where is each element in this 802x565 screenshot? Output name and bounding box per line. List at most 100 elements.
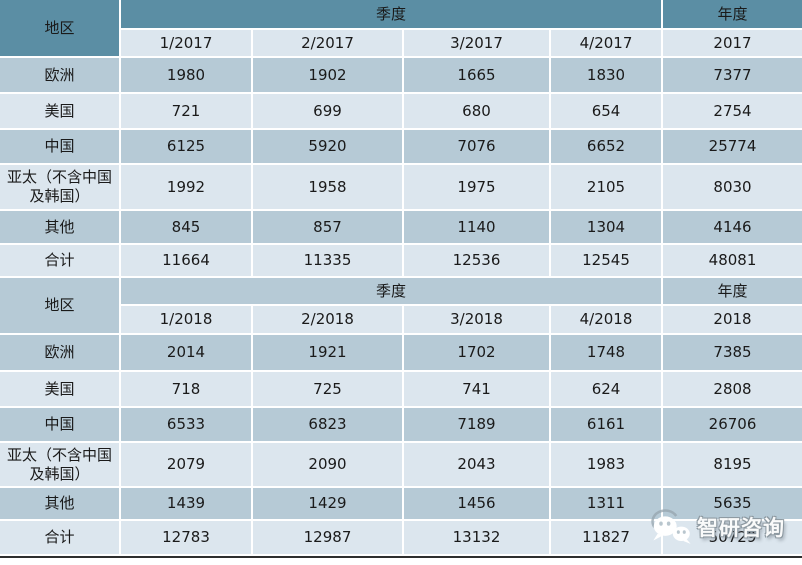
quarter-group-header-2018: 季度 [118, 276, 664, 306]
region-cell: 美国 [0, 92, 121, 130]
value-cell: 12536 [402, 243, 551, 278]
value-cell: 1980 [119, 56, 253, 94]
value-cell: 725 [251, 370, 404, 408]
table-row: 亚太（不含中国及韩国） 1992 1958 1975 2105 8030 [0, 163, 802, 211]
value-cell: 2043 [402, 441, 551, 488]
value-cell: 7189 [402, 406, 551, 443]
value-cell: 1665 [402, 56, 551, 94]
year-column-header-2018: 年度 [661, 276, 802, 306]
table-row: 美国 718 725 741 624 2808 [0, 370, 802, 408]
region-cell: 其他 [0, 486, 121, 521]
value-cell: 718 [119, 370, 253, 408]
quarter-subheader: 2/2017 [251, 28, 404, 58]
value-cell: 6533 [119, 406, 253, 443]
value-cell: 2808 [661, 370, 802, 408]
quarter-group-label: 季度 [375, 281, 406, 300]
quarter-subheader: 4/2018 [548, 304, 664, 335]
value-cell: 1140 [402, 209, 551, 245]
value-cell: 1748 [548, 333, 664, 372]
value-cell: 48081 [661, 243, 802, 278]
table-row-total: 合计 12783 12987 13132 11827 50729 [0, 519, 802, 556]
value-cell: 1439 [119, 486, 253, 521]
value-cell: 5635 [661, 486, 802, 521]
quarter-subheader: 2/2018 [251, 304, 404, 335]
value-cell: 1429 [251, 486, 404, 521]
quarter-subheader: 1/2018 [119, 304, 253, 335]
value-cell: 12545 [548, 243, 664, 278]
region-cell: 合计 [0, 243, 121, 278]
value-cell: 8195 [661, 441, 802, 488]
value-cell: 721 [119, 92, 253, 130]
value-cell: 5920 [251, 128, 404, 165]
region-cell: 欧洲 [0, 56, 121, 94]
value-cell: 11335 [251, 243, 404, 278]
table-row: 其他 845 857 1140 1304 4146 [0, 209, 802, 245]
value-cell: 1456 [402, 486, 551, 521]
table-row: 美国 721 699 680 654 2754 [0, 92, 802, 130]
value-cell: 680 [402, 92, 551, 130]
region-cell: 亚太（不含中国及韩国） [0, 163, 121, 211]
value-cell: 1902 [251, 56, 404, 94]
value-cell: 6652 [548, 128, 664, 165]
table-row: 中国 6533 6823 7189 6161 26706 [0, 406, 802, 443]
value-cell: 6823 [251, 406, 404, 443]
table-row: 其他 1439 1429 1456 1311 5635 [0, 486, 802, 521]
value-cell: 4146 [661, 209, 802, 245]
region-cell: 中国 [0, 406, 121, 443]
value-cell: 2079 [119, 441, 253, 488]
value-cell: 741 [402, 370, 551, 408]
value-cell: 7385 [661, 333, 802, 372]
year-subheader: 2018 [661, 304, 802, 335]
region-cell: 合计 [0, 519, 121, 556]
value-cell: 1304 [548, 209, 664, 245]
quarter-subheader: 1/2017 [119, 28, 253, 58]
value-cell: 25774 [661, 128, 802, 165]
value-cell: 1311 [548, 486, 664, 521]
value-cell: 1983 [548, 441, 664, 488]
region-cell: 欧洲 [0, 333, 121, 372]
table-row: 欧洲 2014 1921 1702 1748 7385 [0, 333, 802, 372]
region-column-header-2017: 地区 [0, 0, 121, 58]
value-cell: 845 [119, 209, 253, 245]
value-cell: 699 [251, 92, 404, 130]
value-cell: 654 [548, 92, 664, 130]
value-cell: 12987 [251, 519, 404, 556]
year-subheader: 2017 [661, 28, 802, 58]
value-cell: 1992 [119, 163, 253, 211]
region-cell: 亚太（不含中国及韩国） [0, 441, 121, 488]
value-cell: 26706 [661, 406, 802, 443]
region-cell: 美国 [0, 370, 121, 408]
quarter-subheader: 3/2017 [402, 28, 551, 58]
table-row-total: 合计 11664 11335 12536 12545 48081 [0, 243, 802, 278]
value-cell: 11827 [548, 519, 664, 556]
value-cell: 13132 [402, 519, 551, 556]
value-cell: 12783 [119, 519, 253, 556]
quarter-subheader: 4/2017 [548, 28, 664, 58]
value-cell: 1921 [251, 333, 404, 372]
value-cell: 857 [251, 209, 404, 245]
value-cell: 624 [548, 370, 664, 408]
value-cell: 1975 [402, 163, 551, 211]
table-row: 欧洲 1980 1902 1665 1830 7377 [0, 56, 802, 94]
region-column-header-2018: 地区 [0, 276, 121, 335]
year-column-header-2017: 年度 [661, 0, 802, 30]
value-cell: 8030 [661, 163, 802, 211]
region-cell: 中国 [0, 128, 121, 165]
value-cell: 6125 [119, 128, 253, 165]
table-row: 中国 6125 5920 7076 6652 25774 [0, 128, 802, 165]
value-cell: 2014 [119, 333, 253, 372]
value-cell: 1958 [251, 163, 404, 211]
quarter-group-header-2017: 季度 [118, 0, 664, 30]
value-cell: 2105 [548, 163, 664, 211]
region-cell: 其他 [0, 209, 121, 245]
value-cell: 7076 [402, 128, 551, 165]
value-cell: 50729 [661, 519, 802, 556]
value-cell: 2754 [661, 92, 802, 130]
value-cell: 11664 [119, 243, 253, 278]
value-cell: 6161 [548, 406, 664, 443]
value-cell: 1702 [402, 333, 551, 372]
value-cell: 1830 [548, 56, 664, 94]
